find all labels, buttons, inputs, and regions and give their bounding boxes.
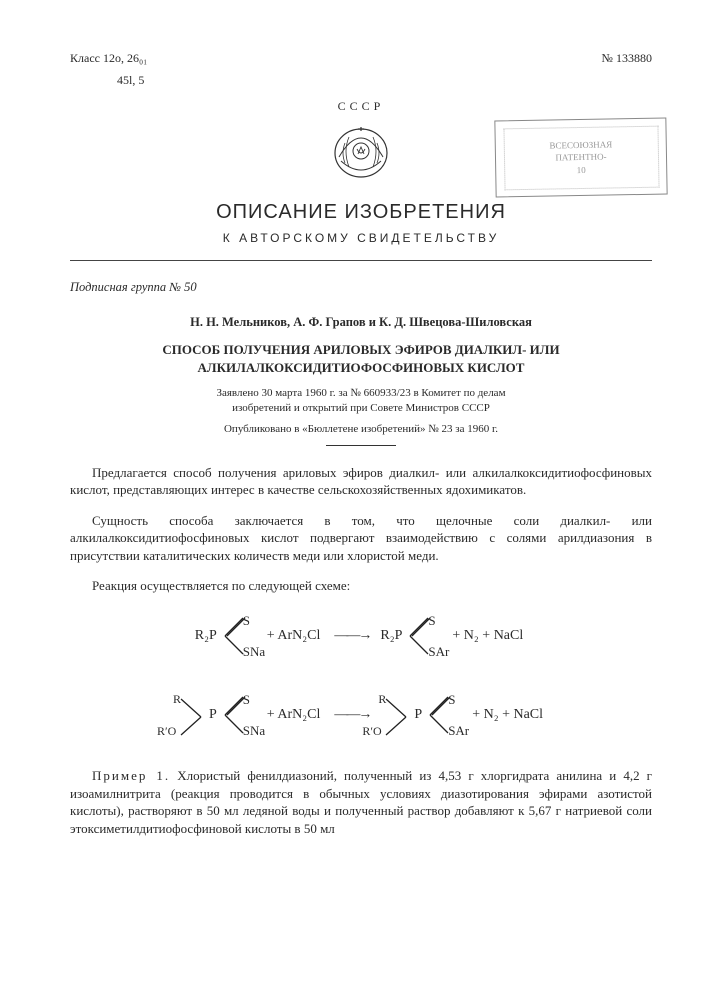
- scheme2-bot2: SAr: [448, 722, 469, 740]
- scheme1-lhs-pre: R₂P: [195, 627, 217, 646]
- stamp-line-3: 10: [577, 163, 586, 175]
- scheme1-top1: S: [243, 612, 250, 630]
- scheme1-rhs-pre: R₂P: [380, 627, 402, 646]
- scheme2-mid-p: P: [209, 706, 217, 725]
- authors-line: Н. Н. Мельников, А. Ф. Грапов и К. Д. Шв…: [70, 314, 652, 331]
- scheme2-plus1: + ArN₂Cl: [267, 706, 321, 725]
- reaction-scheme-2: R R′O P S SNa + ArN₂Cl ――→ R R′O P S SAr…: [70, 688, 652, 743]
- scheme1-bot1: SNa: [243, 643, 265, 661]
- arrow-icon: ――→: [334, 627, 370, 646]
- mini-divider: [326, 445, 396, 446]
- scheme2-top1: S: [243, 691, 250, 709]
- paragraph-1: Предлагается способ получения ариловых э…: [70, 464, 652, 499]
- filing-line-2: изобретений и открытий при Совете Минист…: [232, 402, 490, 414]
- scheme2-l-top: R: [173, 691, 181, 707]
- invention-title: СПОСОБ ПОЛУЧЕНИЯ АРИЛОВЫХ ЭФИРОВ ДИАЛКИЛ…: [70, 341, 652, 376]
- example-paragraph: Пример 1. Хлористый фенилдиазоний, получ…: [70, 767, 652, 837]
- registration-stamp: ВСЕСОЮЗНАЯ ПАТЕНТНО- 10: [494, 117, 667, 197]
- subscription-group: Подписная группа № 50: [70, 279, 652, 296]
- scheme2-angle-1: S SNa: [223, 693, 257, 737]
- scheme1-angle-2: S SAr: [408, 614, 442, 658]
- classification: Класс 12o, 26₀₁: [70, 50, 147, 66]
- scheme2-l-bot: R′O: [157, 723, 176, 739]
- state-emblem-icon: [331, 123, 391, 186]
- headline-sub: К АВТОРСКОМУ СВИДЕТЕЛЬСТВУ: [70, 230, 652, 246]
- scheme2-bot1: SNa: [243, 722, 265, 740]
- scheme2-top2: S: [448, 691, 455, 709]
- header-row: Класс 12o, 26₀₁ № 133880: [70, 50, 652, 66]
- scheme1-angle-1: S SNa: [223, 614, 257, 658]
- filing-info: Заявлено 30 марта 1960 г. за № 660933/23…: [70, 386, 652, 416]
- arrow-icon-2: ――→: [334, 706, 370, 725]
- classification-sub: 45l, 5: [70, 72, 652, 88]
- paragraph-2: Сущность способа заключается в том, что …: [70, 512, 652, 565]
- stamp-line-1: ВСЕСОЮЗНАЯ: [549, 138, 612, 151]
- divider-rule: [70, 260, 652, 261]
- scheme1-top2: S: [428, 612, 435, 630]
- scheme2-left-bracket: R R′O: [175, 695, 203, 735]
- scheme2-right-bracket: R R′O: [380, 695, 408, 735]
- example-label: Пример 1.: [92, 768, 170, 783]
- country-label: СССР: [70, 98, 652, 114]
- published-info: Опубликовано в «Бюллетене изобретений» №…: [70, 422, 652, 437]
- stamp-line-2: ПАТЕНТНО-: [555, 151, 606, 164]
- scheme2-tail: + N₂ + NaCl: [472, 706, 543, 725]
- headline-main: ОПИСАНИЕ ИЗОБРЕТЕНИЯ: [70, 199, 652, 226]
- scheme2-angle-2: S SAr: [428, 693, 462, 737]
- scheme1-plus1: + ArN₂Cl: [267, 627, 321, 646]
- center-header-block: ВСЕСОЮЗНАЯ ПАТЕНТНО- 10 ОПИСАНИЕ ИЗОБРЕТ…: [70, 119, 652, 247]
- document-number: № 133880: [602, 50, 652, 66]
- scheme2-mid-p-2: P: [414, 706, 422, 725]
- scheme2-r-top: R: [378, 691, 386, 707]
- scheme1-bot2: SAr: [428, 643, 449, 661]
- reaction-scheme-1: R₂P S SNa + ArN₂Cl ――→ R₂P S SAr + N₂ + …: [70, 609, 652, 664]
- paragraph-3: Реакция осуществляется по следующей схем…: [70, 577, 652, 595]
- scheme2-r-bot: R′O: [362, 723, 381, 739]
- scheme1-tail: + N₂ + NaCl: [452, 627, 523, 646]
- filing-line-1: Заявлено 30 марта 1960 г. за № 660933/23…: [216, 387, 505, 399]
